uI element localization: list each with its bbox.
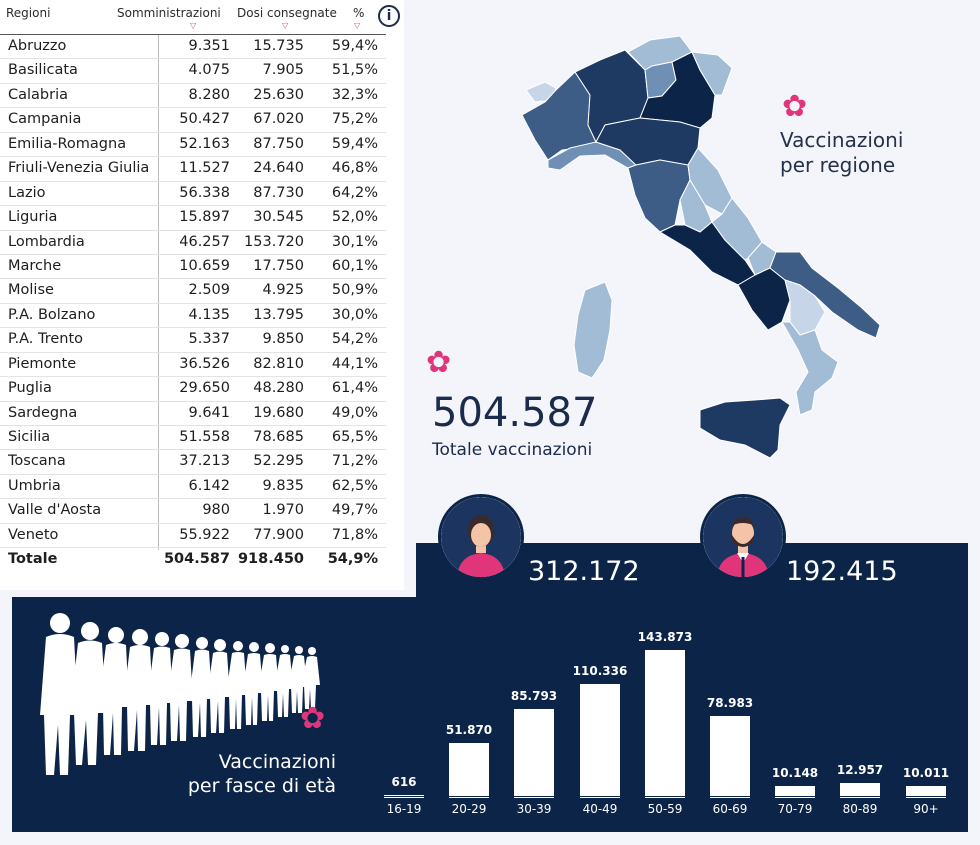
map-title: Vaccinazioni per regione bbox=[780, 128, 904, 177]
map-region-calabria[interactable] bbox=[781, 321, 839, 416]
header-delivered[interactable]: Dosi consegnate bbox=[237, 6, 337, 20]
age-chart-title: Vaccinazioni per fasce di età bbox=[187, 751, 336, 797]
age-bar[interactable] bbox=[514, 709, 554, 796]
table-row: Calabria 8.280 25.630 32,3% bbox=[0, 84, 386, 109]
age-category-label: 50-59 bbox=[647, 802, 683, 816]
table-row: Lombardia 46.257 153.720 30,1% bbox=[0, 231, 386, 255]
table-row: Lazio 56.338 87.730 64,2% bbox=[0, 182, 386, 207]
age-axis-segment bbox=[514, 797, 554, 798]
table-row: Piemonte 36.526 82.810 44,1% bbox=[0, 353, 386, 378]
age-bar-value-label: 10.011 bbox=[902, 766, 950, 780]
sort-delivered-icon[interactable]: ▽ bbox=[282, 21, 289, 30]
table-row: Valle d'Aosta 980 1.970 49,7% bbox=[0, 499, 386, 524]
woman-avatar-icon bbox=[438, 494, 524, 580]
age-category-label: 20-29 bbox=[451, 802, 487, 816]
italy-map bbox=[521, 35, 881, 459]
age-bar-value-label: 12.957 bbox=[836, 763, 884, 777]
map-region-sicilia[interactable] bbox=[699, 397, 791, 459]
age-bar[interactable] bbox=[775, 786, 815, 796]
table-row: Toscana 37.213 52.295 71,2% bbox=[0, 450, 386, 475]
header-percent[interactable]: % bbox=[353, 6, 365, 20]
table-row: P.A. Trento 5.337 9.850 54,2% bbox=[0, 328, 386, 353]
table-row: Friuli-Venezia Giulia 11.527 24.640 46,8% bbox=[0, 157, 386, 182]
table-row: Basilicata 4.075 7.905 51,5% bbox=[0, 59, 386, 84]
crowd-silhouette-icon bbox=[40, 613, 320, 775]
age-axis-segment bbox=[645, 797, 685, 798]
age-bar-value-label: 143.873 bbox=[637, 630, 693, 644]
map-region-sardegna[interactable] bbox=[573, 281, 613, 379]
age-axis-segment bbox=[580, 797, 620, 798]
age-bar[interactable] bbox=[906, 786, 946, 796]
age-bar[interactable] bbox=[710, 716, 750, 796]
header-administered[interactable]: Somministrazioni bbox=[117, 6, 221, 20]
age-category-label: 80-89 bbox=[842, 802, 878, 816]
table-row: Molise 2.509 4.925 50,9% bbox=[0, 279, 386, 304]
total-vaccinations-value: 504.587 bbox=[432, 390, 598, 436]
age-bar[interactable] bbox=[384, 795, 424, 796]
age-axis-segment bbox=[449, 797, 489, 798]
age-bar[interactable] bbox=[580, 684, 620, 796]
age-category-label: 60-69 bbox=[712, 802, 748, 816]
sort-administered-icon[interactable]: ▽ bbox=[190, 21, 197, 30]
age-category-label: 30-39 bbox=[516, 802, 552, 816]
info-icon[interactable]: i bbox=[378, 5, 400, 27]
flower-icon: ✿ bbox=[782, 89, 808, 124]
age-axis-segment bbox=[710, 797, 750, 798]
age-bar-value-label: 78.983 bbox=[706, 696, 754, 710]
age-axis-segment bbox=[775, 797, 815, 798]
age-bar-value-label: 110.336 bbox=[572, 664, 628, 678]
age-category-label: 70-79 bbox=[777, 802, 813, 816]
column-divider bbox=[158, 34, 159, 550]
header-regions[interactable]: Regioni bbox=[6, 6, 51, 20]
age-category-label: 16-19 bbox=[386, 802, 422, 816]
age-axis-segment bbox=[384, 797, 424, 798]
age-bar[interactable] bbox=[840, 783, 880, 796]
table-row: Marche 10.659 17.750 60,1% bbox=[0, 255, 386, 280]
flower-icon: ✿ bbox=[426, 345, 452, 380]
table-row: P.A. Bolzano 4.135 13.795 30,0% bbox=[0, 304, 386, 329]
table-row: Puglia 29.650 48.280 61,4% bbox=[0, 377, 386, 402]
table-row: Liguria 15.897 30.545 52,0% bbox=[0, 206, 386, 231]
regions-table: Regioni Somministrazioni ▽ Dosi consegna… bbox=[0, 0, 404, 590]
age-bar-value-label: 616 bbox=[391, 775, 417, 789]
male-vaccinations-value: 192.415 bbox=[786, 556, 898, 587]
age-bar-value-label: 85.793 bbox=[510, 689, 558, 703]
female-vaccinations-value: 312.172 bbox=[528, 556, 640, 587]
flower-icon: ✿ bbox=[300, 701, 326, 736]
age-bar[interactable] bbox=[645, 650, 685, 796]
age-axis-segment bbox=[840, 797, 880, 798]
table-row: Emilia-Romagna 52.163 87.750 59,4% bbox=[0, 133, 386, 158]
age-bar-value-label: 10.148 bbox=[771, 766, 819, 780]
map-region-friuli[interactable] bbox=[691, 51, 733, 96]
age-bar[interactable] bbox=[449, 743, 489, 796]
table-row: Abruzzo 9.351 15.735 59,4% bbox=[0, 35, 386, 60]
table-row: Campania 50.427 67.020 75,2% bbox=[0, 108, 386, 133]
map-region-toscana[interactable] bbox=[627, 159, 691, 233]
age-category-label: 90+ bbox=[913, 802, 939, 816]
table-row: Umbria 6.142 9.835 62,5% bbox=[0, 475, 386, 500]
total-vaccinations-label: Totale vaccinazioni bbox=[432, 440, 593, 460]
man-avatar-icon bbox=[700, 494, 786, 580]
table-row: Sardegna 9.641 19.680 49,0% bbox=[0, 402, 386, 426]
age-category-label: 40-49 bbox=[582, 802, 618, 816]
age-bar-value-label: 51.870 bbox=[445, 723, 493, 737]
table-body: Abruzzo 9.351 15.735 59,4% Basilicata 4.075 7… bbox=[0, 34, 386, 572]
sort-percent-icon[interactable]: ▽ bbox=[354, 21, 361, 30]
table-row: Veneto 55.922 77.900 71,8% bbox=[0, 524, 386, 549]
table-total-row: Totale 504.587 918.450 54,9% bbox=[8, 551, 378, 568]
age-axis-segment bbox=[906, 797, 946, 798]
table-row: Sicilia 51.558 78.685 65,5% bbox=[0, 426, 386, 451]
